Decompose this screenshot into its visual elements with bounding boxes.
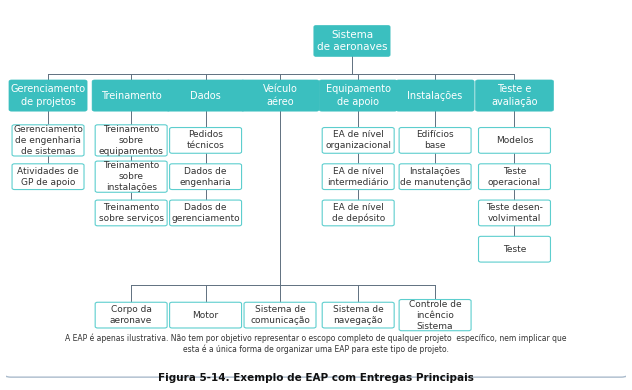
Text: Figura 5-14. Exemplo de EAP com Entregas Principais: Figura 5-14. Exemplo de EAP com Entregas…: [158, 373, 474, 383]
FancyBboxPatch shape: [241, 80, 319, 111]
FancyBboxPatch shape: [478, 164, 550, 190]
Text: Edifícios
base: Edifícios base: [416, 130, 454, 151]
FancyBboxPatch shape: [95, 200, 167, 226]
Text: Corpo da
aeronave: Corpo da aeronave: [110, 305, 152, 325]
FancyBboxPatch shape: [319, 80, 398, 111]
FancyBboxPatch shape: [396, 80, 474, 111]
FancyBboxPatch shape: [12, 125, 84, 156]
Text: Treinamento
sobre
instalações: Treinamento sobre instalações: [103, 161, 159, 192]
Text: Modelos: Modelos: [496, 136, 533, 145]
Text: Controle de
incêncio
Sistema: Controle de incêncio Sistema: [409, 300, 461, 331]
Text: Equipamento
de apoio: Equipamento de apoio: [325, 84, 391, 107]
FancyBboxPatch shape: [95, 302, 167, 328]
Text: Teste desen-
volvimental: Teste desen- volvimental: [486, 203, 543, 223]
FancyBboxPatch shape: [169, 302, 241, 328]
FancyBboxPatch shape: [399, 164, 471, 190]
FancyBboxPatch shape: [322, 164, 394, 190]
FancyBboxPatch shape: [92, 80, 170, 111]
FancyBboxPatch shape: [314, 25, 390, 57]
Text: Pedidos
técnicos: Pedidos técnicos: [186, 130, 224, 151]
FancyBboxPatch shape: [475, 80, 554, 111]
FancyBboxPatch shape: [399, 300, 471, 331]
FancyBboxPatch shape: [322, 302, 394, 328]
FancyBboxPatch shape: [169, 128, 241, 153]
FancyBboxPatch shape: [9, 80, 87, 111]
FancyBboxPatch shape: [322, 200, 394, 226]
Text: Teste: Teste: [503, 245, 526, 254]
FancyBboxPatch shape: [3, 0, 629, 377]
Text: EA de nível
de depósito: EA de nível de depósito: [332, 202, 385, 223]
Text: EA de nível
organizacional: EA de nível organizacional: [325, 130, 391, 151]
Text: Treinamento
sobre
equipamentos: Treinamento sobre equipamentos: [99, 125, 164, 156]
Text: Instalações
de manutenção: Instalações de manutenção: [399, 167, 471, 187]
Text: Dados de
engenharia: Dados de engenharia: [179, 167, 231, 187]
Text: Sistema de
comunicação: Sistema de comunicação: [250, 305, 310, 325]
Text: Motor: Motor: [193, 310, 219, 320]
Text: Veículo
aéreo: Veículo aéreo: [262, 84, 298, 107]
Text: Dados de
gerenciamento: Dados de gerenciamento: [171, 203, 240, 223]
FancyBboxPatch shape: [12, 164, 84, 190]
Text: EA de nível
intermediário: EA de nível intermediário: [327, 167, 389, 187]
Text: A EAP é apenas ilustrativa. Não tem por objetivo representar o escopo completo d: A EAP é apenas ilustrativa. Não tem por …: [65, 334, 567, 354]
Text: Atividades de
GP de apoio: Atividades de GP de apoio: [17, 167, 79, 187]
FancyBboxPatch shape: [95, 125, 167, 156]
Text: Sistema
de aeronaves: Sistema de aeronaves: [317, 30, 387, 52]
FancyBboxPatch shape: [166, 80, 245, 111]
Text: Teste
operacional: Teste operacional: [488, 167, 541, 187]
FancyBboxPatch shape: [399, 128, 471, 153]
Text: Treinamento: Treinamento: [100, 90, 162, 101]
FancyBboxPatch shape: [478, 128, 550, 153]
Text: Dados: Dados: [190, 90, 221, 101]
FancyBboxPatch shape: [169, 164, 241, 190]
Text: Instalações: Instalações: [408, 90, 463, 101]
FancyBboxPatch shape: [322, 128, 394, 153]
FancyBboxPatch shape: [478, 200, 550, 226]
FancyBboxPatch shape: [169, 200, 241, 226]
FancyBboxPatch shape: [478, 236, 550, 262]
Text: Gerenciamento
de projetos: Gerenciamento de projetos: [11, 84, 85, 107]
Text: Teste e
avaliação: Teste e avaliação: [491, 84, 538, 107]
FancyBboxPatch shape: [95, 161, 167, 192]
Text: Treinamento
sobre serviços: Treinamento sobre serviços: [99, 203, 164, 223]
Text: Sistema de
navegação: Sistema de navegação: [333, 305, 384, 325]
Text: Gerenciamento
de engenharia
de sistemas: Gerenciamento de engenharia de sistemas: [13, 125, 83, 156]
FancyBboxPatch shape: [244, 302, 316, 328]
